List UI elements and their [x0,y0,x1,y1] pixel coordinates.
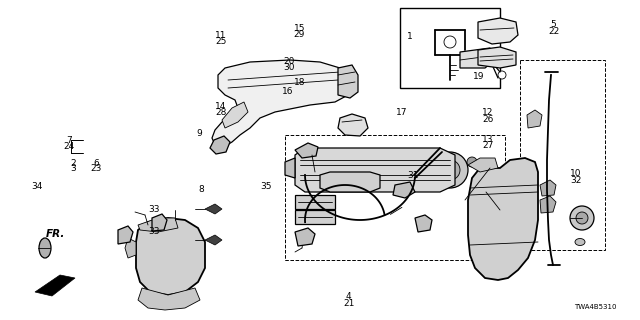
Ellipse shape [575,238,585,245]
Polygon shape [540,180,556,196]
Polygon shape [468,158,498,172]
Text: 4: 4 [346,292,351,301]
Text: 21: 21 [343,299,355,308]
Polygon shape [205,235,222,245]
Circle shape [432,152,468,188]
Polygon shape [478,18,518,44]
Polygon shape [138,218,178,232]
Text: 34: 34 [31,182,43,191]
Bar [520,60,605,250]
Circle shape [467,157,477,167]
Polygon shape [295,143,318,158]
Text: 13: 13 [482,135,493,144]
Text: 30: 30 [284,63,295,72]
Circle shape [493,248,513,268]
Text: 19: 19 [473,72,484,81]
Circle shape [481,198,525,242]
Circle shape [576,212,588,224]
Circle shape [152,240,188,276]
Text: 6: 6 [93,159,99,168]
Polygon shape [125,238,136,258]
Polygon shape [35,275,75,296]
Polygon shape [480,170,498,190]
Text: 32: 32 [570,176,582,185]
Text: 8: 8 [199,185,204,194]
Polygon shape [338,65,358,98]
Text: 24: 24 [63,142,75,151]
Polygon shape [295,148,455,192]
Polygon shape [152,214,167,231]
Text: FR.: FR. [46,229,65,239]
Text: 23: 23 [90,164,102,173]
Text: 27: 27 [482,141,493,150]
Circle shape [570,206,594,230]
Circle shape [491,208,515,232]
Polygon shape [136,218,205,295]
Circle shape [166,254,174,262]
Circle shape [444,36,456,48]
Polygon shape [415,215,432,232]
Text: 33: 33 [148,205,159,214]
Circle shape [298,158,322,182]
Polygon shape [285,158,295,178]
Polygon shape [478,47,516,68]
Text: 14: 14 [215,102,227,111]
Polygon shape [295,228,315,246]
Text: 17: 17 [396,108,408,117]
Text: 29: 29 [294,30,305,39]
Bar [295,195,335,209]
Polygon shape [338,114,368,136]
Bar [400,8,500,88]
Text: 20: 20 [284,57,295,66]
Text: 10: 10 [570,169,582,178]
Text: 33: 33 [148,227,159,236]
Ellipse shape [39,238,51,258]
Text: 1: 1 [407,32,412,41]
Polygon shape [210,136,230,154]
Polygon shape [138,288,200,310]
Polygon shape [118,226,133,244]
Polygon shape [222,102,248,128]
Text: 5: 5 [551,20,556,29]
Text: 9: 9 [197,129,202,138]
Polygon shape [393,182,415,198]
Polygon shape [460,48,495,68]
Text: 31: 31 [407,171,419,180]
Text: 2: 2 [71,159,76,168]
Text: 35: 35 [260,182,271,191]
Circle shape [440,160,460,180]
Bar [285,135,505,260]
Circle shape [160,248,180,268]
Text: 11: 11 [215,31,227,40]
Circle shape [498,215,508,225]
Text: TWA4B5310: TWA4B5310 [574,304,616,309]
Polygon shape [205,204,222,214]
Text: 3: 3 [71,164,76,173]
Polygon shape [320,172,380,192]
Text: 15: 15 [294,24,305,33]
Polygon shape [212,60,350,148]
Text: 7: 7 [67,136,72,145]
Text: 12: 12 [482,108,493,117]
Text: 26: 26 [482,115,493,124]
Text: 28: 28 [215,108,227,117]
Polygon shape [540,196,556,213]
Circle shape [498,71,506,79]
Bar [295,210,335,224]
Polygon shape [468,158,538,280]
Text: 22: 22 [548,27,559,36]
Text: 18: 18 [294,78,305,87]
Text: 16: 16 [282,87,294,96]
Polygon shape [527,110,542,128]
Text: 25: 25 [215,37,227,46]
